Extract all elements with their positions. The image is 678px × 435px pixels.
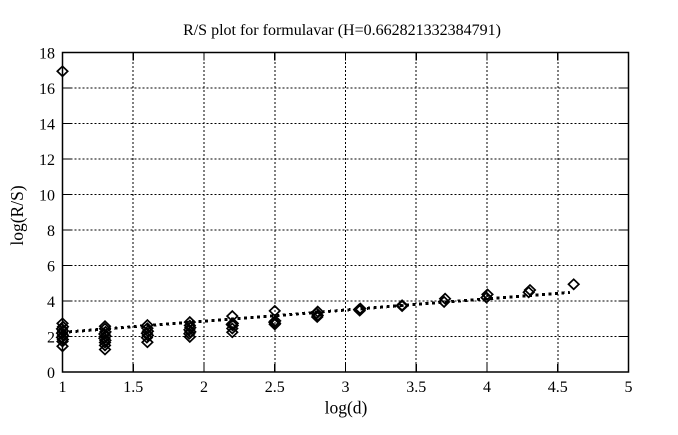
svg-text:2: 2	[200, 379, 208, 396]
svg-text:R/S plot for formulavar (H=0.6: R/S plot for formulavar (H=0.66282133238…	[183, 22, 501, 39]
svg-text:10: 10	[39, 188, 55, 205]
svg-text:18: 18	[39, 46, 55, 63]
svg-text:3.5: 3.5	[406, 379, 426, 396]
svg-text:8: 8	[47, 223, 55, 240]
svg-text:2: 2	[47, 330, 55, 347]
svg-text:4: 4	[483, 379, 491, 396]
svg-text:0: 0	[47, 365, 55, 382]
svg-text:14: 14	[39, 117, 55, 134]
svg-text:log(R/S): log(R/S)	[7, 185, 27, 245]
svg-text:4: 4	[47, 294, 55, 311]
svg-text:1: 1	[59, 379, 67, 396]
svg-text:4.5: 4.5	[548, 379, 568, 396]
svg-text:5: 5	[625, 379, 633, 396]
svg-text:6: 6	[47, 259, 55, 276]
svg-text:2.5: 2.5	[265, 379, 285, 396]
svg-text:12: 12	[39, 152, 55, 169]
svg-text:log(d): log(d)	[325, 398, 368, 418]
svg-text:3: 3	[342, 379, 350, 396]
svg-text:1.5: 1.5	[123, 379, 143, 396]
svg-text:16: 16	[39, 81, 55, 98]
